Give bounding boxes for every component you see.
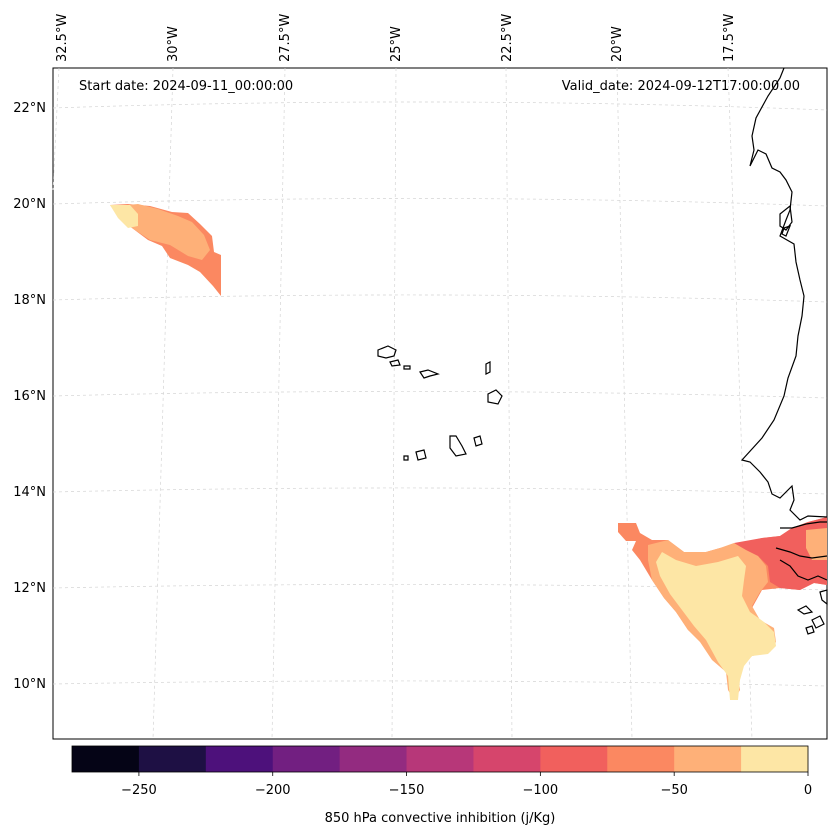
colorbar: −250 −200 −150 −100 −50 0 850 hPa convective … bbox=[71, 745, 812, 826]
cin-patch-se-red bbox=[734, 517, 827, 590]
colorbar-bin bbox=[741, 746, 809, 772]
lat-label: 16°N bbox=[13, 389, 46, 404]
colorbar-tick-label: −100 bbox=[523, 783, 559, 798]
meridian-32-5w bbox=[52, 67, 60, 191]
colorbar-bin bbox=[473, 746, 541, 772]
colorbar-tick-label: −150 bbox=[389, 783, 425, 798]
colorbar-ticks: −250 −200 −150 −100 −50 0 bbox=[121, 772, 812, 798]
parallel-14n bbox=[52, 487, 828, 495]
island-santa-luzia bbox=[403, 365, 411, 370]
colorbar-bin bbox=[205, 746, 274, 772]
island-boa-vista bbox=[487, 389, 503, 405]
cin-patch-se-tiny bbox=[806, 528, 827, 560]
cin-patch-nw-mid bbox=[115, 204, 210, 260]
colorbar-tick-label: −200 bbox=[255, 783, 291, 798]
coast-guinea bbox=[779, 559, 828, 581]
colorbar-bins bbox=[72, 746, 809, 772]
island-brava bbox=[403, 455, 409, 461]
latitude-labels: 22°N 20°N 18°N 16°N 14°N 12°N 10°N bbox=[13, 101, 46, 692]
parallel-12n bbox=[52, 584, 828, 591]
header-texts: Start date: 2024-09-11_00:00:00 Valid_da… bbox=[79, 79, 800, 94]
island-maio bbox=[473, 435, 483, 447]
start-date-label: Start date: 2024-09-11_00:00:00 bbox=[79, 79, 293, 94]
coast-africa bbox=[740, 67, 828, 521]
colorbar-bin bbox=[72, 746, 140, 772]
meridian-30w bbox=[152, 67, 174, 740]
parallel-18n bbox=[52, 294, 828, 303]
island-fogo bbox=[415, 449, 427, 461]
island-santiago bbox=[449, 435, 467, 457]
colorbar-bin bbox=[674, 746, 742, 772]
colorbar-tick-label: 0 bbox=[804, 783, 812, 798]
parallel-10n bbox=[52, 680, 828, 687]
coast-bijagos bbox=[796, 589, 828, 635]
coast-banc-arguin bbox=[779, 204, 793, 237]
cin-patch-nw-inner bbox=[110, 205, 138, 228]
colorbar-bin bbox=[540, 746, 608, 772]
lon-label: 32.5°W bbox=[55, 14, 70, 62]
lat-label: 14°N bbox=[13, 485, 46, 500]
valid-date-label: Valid_date: 2024-09-12T17:00:00.00 bbox=[562, 79, 800, 94]
lon-label: 22.5°W bbox=[500, 14, 515, 62]
colorbar-title: 850 hPa convective inhibition (j/Kg) bbox=[325, 811, 556, 826]
colorbar-bin bbox=[272, 746, 341, 772]
coast-guinea-bissau bbox=[775, 547, 828, 559]
lon-label: 27.5°W bbox=[278, 14, 293, 62]
colorbar-bin bbox=[607, 746, 675, 772]
colorbar-tick-label: −250 bbox=[121, 783, 157, 798]
lat-label: 12°N bbox=[13, 581, 46, 596]
meridian-27-5w bbox=[271, 67, 286, 740]
island-santo-antao bbox=[377, 345, 397, 359]
lat-label: 10°N bbox=[13, 677, 46, 692]
lat-label: 22°N bbox=[13, 101, 46, 116]
lon-label: 17.5°W bbox=[722, 14, 737, 62]
island-sal bbox=[485, 361, 491, 375]
lon-label: 25°W bbox=[389, 26, 404, 62]
meridian-22-5w bbox=[505, 67, 513, 740]
lon-label: 30°W bbox=[166, 26, 181, 62]
parallel-20n bbox=[52, 198, 828, 207]
parallel-16n bbox=[52, 391, 828, 399]
lat-label: 20°N bbox=[13, 197, 46, 212]
cin-patch-se-yellow bbox=[656, 552, 776, 700]
colorbar-bin bbox=[339, 746, 408, 772]
island-sao-nicolau bbox=[419, 369, 440, 379]
colorbar-bin bbox=[406, 746, 474, 772]
lon-label: 20°W bbox=[610, 26, 625, 62]
parallel-22n bbox=[52, 101, 828, 111]
colorbar-frame bbox=[71, 745, 809, 773]
colorbar-bin bbox=[138, 746, 207, 772]
island-sao-vicente bbox=[389, 359, 401, 367]
longitude-labels: 32.5°W 30°W 27.5°W 25°W 22.5°W 20°W 17.5… bbox=[55, 14, 737, 62]
meridian-20w bbox=[616, 67, 633, 740]
meridian-25w bbox=[391, 67, 397, 740]
graticule bbox=[52, 67, 828, 740]
coast-gambia bbox=[780, 521, 827, 529]
colorbar-tick-label: −50 bbox=[660, 783, 687, 798]
coastlines bbox=[377, 67, 828, 635]
cin-contours bbox=[110, 204, 827, 700]
lat-label: 18°N bbox=[13, 293, 46, 308]
